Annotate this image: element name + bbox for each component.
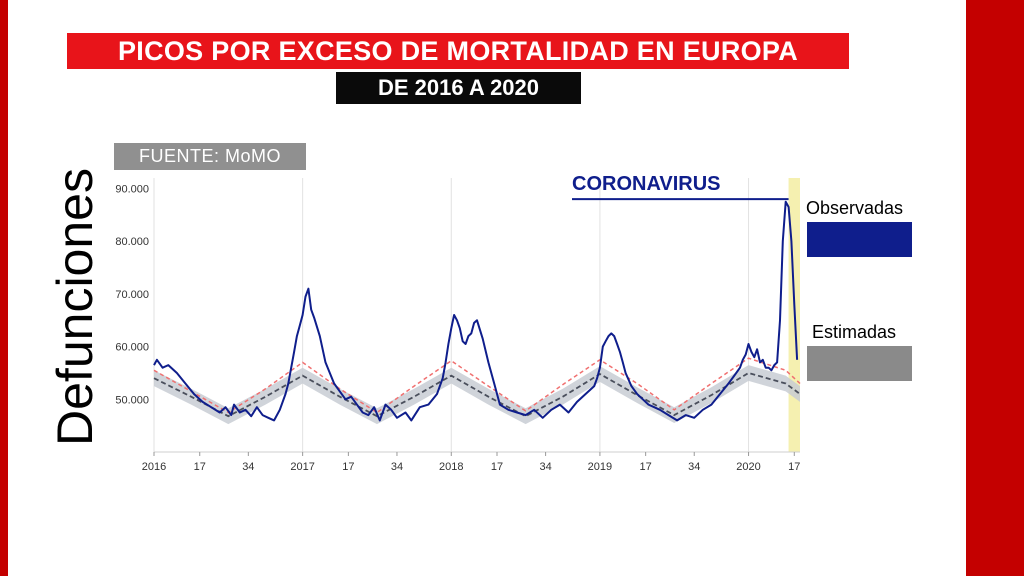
x-tick-label: 2016 <box>142 461 166 473</box>
legend-estimated-swatch <box>807 346 912 381</box>
chart-subtitle: DE 2016 A 2020 <box>336 72 581 104</box>
source-label: FUENTE: MoMO <box>114 143 306 170</box>
x-tick-label: 17 <box>788 461 800 473</box>
x-tick-label: 2017 <box>290 461 314 473</box>
x-tick-label: 34 <box>688 461 700 473</box>
right-frame-bar <box>966 0 1024 576</box>
x-tick-label: 17 <box>491 461 503 473</box>
x-tick-label: 17 <box>342 461 354 473</box>
legend-observed-swatch <box>807 222 912 257</box>
y-tick-label: 50.000 <box>115 394 149 406</box>
x-tick-label: 2020 <box>736 461 760 473</box>
estimated-line <box>153 372 801 418</box>
x-tick-label: 34 <box>539 461 551 473</box>
y-tick-label: 70.000 <box>115 289 149 301</box>
left-frame-bar <box>0 0 8 576</box>
annotation-label: CORONAVIRUS <box>572 173 721 195</box>
x-tick-label: 34 <box>391 461 403 473</box>
y-tick-label: 80.000 <box>115 236 149 248</box>
x-tick-label: 34 <box>242 461 254 473</box>
estimated-band <box>154 365 800 425</box>
x-tick-label: 2018 <box>439 461 463 473</box>
legend-observed-label: Observadas <box>806 198 904 218</box>
observed-line <box>153 200 799 422</box>
legend-estimated-label: Estimadas <box>812 322 897 342</box>
y-tick-label: 60.000 <box>115 342 149 354</box>
x-tick-label: 17 <box>194 461 206 473</box>
reference-line <box>153 357 801 414</box>
chart-title: PICOS POR EXCESO DE MORTALIDAD EN EUROPA <box>67 33 849 69</box>
x-tick-label: 2019 <box>588 461 612 473</box>
x-tick-label: 17 <box>640 461 652 473</box>
y-tick-label: 90.000 <box>115 184 149 196</box>
